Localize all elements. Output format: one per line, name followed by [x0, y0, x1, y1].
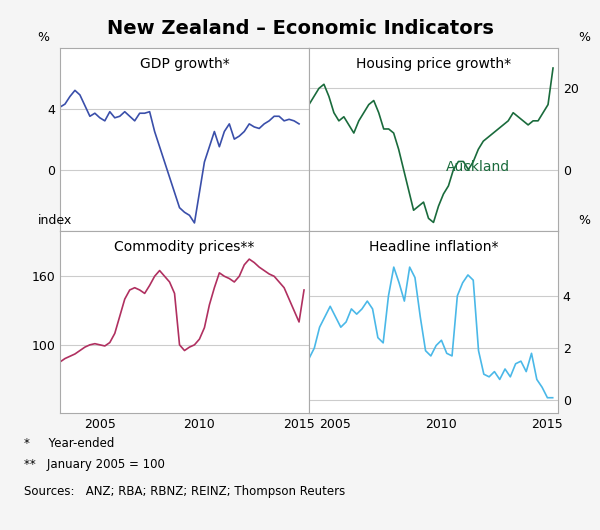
Text: Sources:   ANZ; RBA; RBNZ; REINZ; Thompson Reuters: Sources: ANZ; RBA; RBNZ; REINZ; Thompson…: [24, 485, 345, 498]
Text: %: %: [578, 31, 590, 44]
Text: index: index: [38, 214, 72, 227]
Text: New Zealand – Economic Indicators: New Zealand – Economic Indicators: [107, 19, 493, 38]
Text: GDP growth*: GDP growth*: [140, 57, 229, 71]
Text: %: %: [38, 31, 50, 44]
Text: *     Year-ended: * Year-ended: [24, 437, 115, 450]
Text: Commodity prices**: Commodity prices**: [115, 240, 254, 254]
Text: Headline inflation*: Headline inflation*: [369, 240, 498, 254]
Text: Housing price growth*: Housing price growth*: [356, 57, 511, 71]
Text: **   January 2005 = 100: ** January 2005 = 100: [24, 458, 165, 472]
Text: %: %: [578, 214, 590, 227]
Text: Auckland: Auckland: [446, 160, 510, 173]
